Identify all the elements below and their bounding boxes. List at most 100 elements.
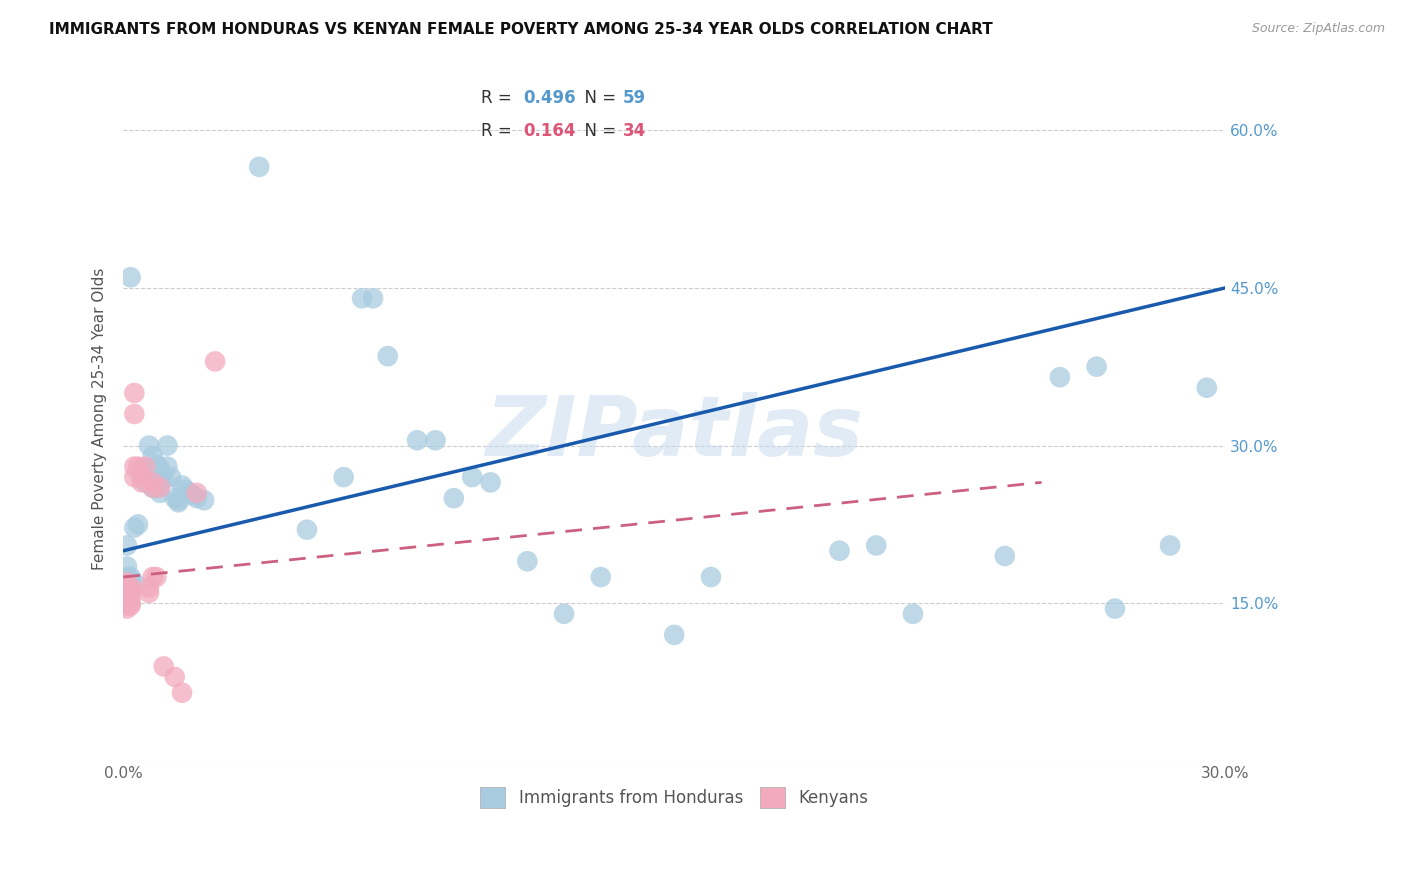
Point [516,554,538,568]
Point [181,488,204,502]
Point [134,459,156,474]
Point [120,599,142,613]
Point [425,434,447,448]
Point [124,575,146,590]
Point [152,472,174,486]
Text: IMMIGRANTS FROM HONDURAS VS KENYAN FEMALE POVERTY AMONG 25-34 YEAR OLDS CORRELAT: IMMIGRANTS FROM HONDURAS VS KENYAN FEMAL… [49,22,993,37]
Point [115,575,138,590]
Point [152,659,174,673]
Point [138,438,160,452]
Point [163,670,186,684]
Text: N =: N = [574,122,621,140]
Point [170,478,193,492]
Text: Source: ZipAtlas.com: Source: ZipAtlas.com [1251,22,1385,36]
Point [115,596,138,610]
Point [124,520,146,534]
Point [193,493,215,508]
Point [295,523,318,537]
Point [149,486,172,500]
Y-axis label: Female Poverty Among 25-34 Year Olds: Female Poverty Among 25-34 Year Olds [93,268,107,571]
Point [170,686,193,700]
Point [167,495,190,509]
Point [160,470,183,484]
Point [145,458,167,472]
Point [124,386,146,401]
Point [167,493,190,508]
Point [115,539,138,553]
Point [138,475,160,490]
Point [350,291,373,305]
Text: 34: 34 [623,122,645,140]
Point [149,481,172,495]
Point [1049,370,1071,384]
Point [865,539,887,553]
Point [134,475,156,490]
Point [120,581,142,595]
Point [145,481,167,495]
Point [156,438,179,452]
Point [142,481,165,495]
Point [247,160,270,174]
Point [127,517,149,532]
Point [361,291,384,305]
Point [901,607,924,621]
Point [124,407,146,421]
Point [115,559,138,574]
Text: N =: N = [574,89,621,107]
Point [115,581,138,595]
Text: 0.496: 0.496 [523,89,576,107]
Point [664,628,686,642]
Point [828,543,851,558]
Point [120,573,142,587]
Point [377,349,399,363]
Point [700,570,723,584]
Point [179,486,201,500]
Point [131,461,153,475]
Point [120,586,142,600]
Point [127,459,149,474]
Point [142,449,165,463]
Point [124,459,146,474]
Point [589,570,612,584]
Point [149,472,172,486]
Point [120,591,142,605]
Point [163,491,186,505]
Point [1195,381,1218,395]
Point [1159,539,1181,553]
Point [461,470,484,484]
Point [406,434,429,448]
Text: 0.164: 0.164 [523,122,576,140]
Point [156,459,179,474]
Point [186,486,208,500]
Point [115,582,138,597]
Point [115,601,138,615]
Point [120,570,142,584]
Point [138,586,160,600]
Text: 59: 59 [623,89,645,107]
Point [115,599,138,613]
Point [115,591,138,605]
Point [1085,359,1108,374]
Point [553,607,575,621]
Point [115,570,138,584]
Point [479,475,502,490]
Text: R =: R = [481,89,517,107]
Point [186,491,208,505]
Point [142,570,165,584]
Point [124,470,146,484]
Point [994,549,1017,563]
Point [332,470,354,484]
Point [443,491,465,505]
Text: R =: R = [481,122,517,140]
Point [149,461,172,475]
Point [145,570,167,584]
Point [138,581,160,595]
Point [120,270,142,285]
Text: ZIPatlas: ZIPatlas [485,392,863,474]
Point [115,577,138,591]
Point [204,354,226,368]
Point [1104,601,1126,615]
Point [131,468,153,483]
Point [142,481,165,495]
Point [131,475,153,490]
